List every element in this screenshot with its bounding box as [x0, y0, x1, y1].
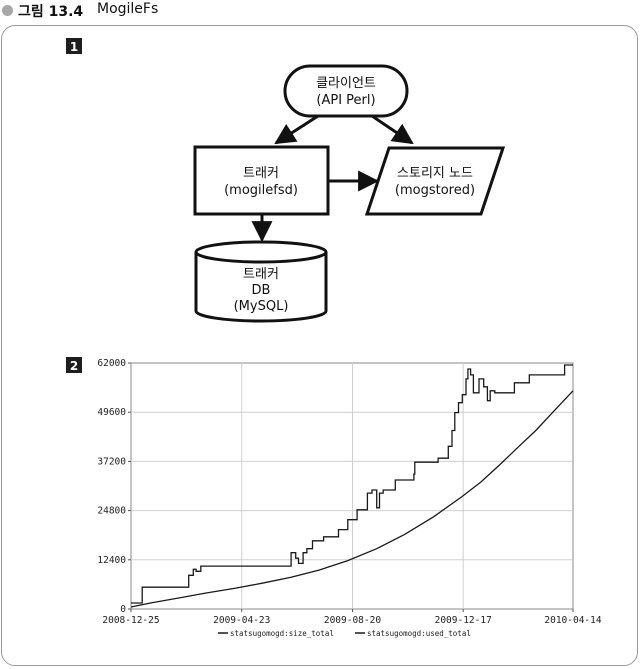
node-tracker: 트래커 (mogilefsd)	[193, 145, 330, 216]
node-client-line-2: (API Perl)	[316, 93, 375, 108]
x-tick-label: 2009-04-23	[213, 615, 270, 626]
series-line-1	[131, 364, 573, 604]
node-db-line-2: DB	[252, 283, 271, 298]
x-tick-label: 2008-12-25	[102, 615, 159, 626]
node-tracker-shape	[193, 145, 330, 216]
x-tick-label: 2009-12-17	[435, 615, 492, 626]
legend-label-1: statsugomogd:size_total	[230, 629, 334, 638]
node-storage-line-2: (mogstored)	[395, 183, 475, 198]
panel-2-badge	[66, 357, 82, 373]
figure-frame	[1, 25, 638, 666]
y-axis-ticks: 0 12400 24800 37200 49600 62000	[97, 358, 131, 615]
node-db-top	[194, 240, 328, 264]
node-client-line-1: 클라이언트	[316, 76, 376, 91]
chart-grid	[131, 363, 573, 609]
node-db-line-3: (MySQL)	[234, 299, 289, 314]
panel-2-badge-label: 2	[70, 359, 78, 373]
node-client-shape	[283, 64, 409, 118]
edge-client-tracker	[274, 114, 319, 145]
x-axis-ticks: 2008-12-25 2009-04-23 2009-08-20 2009-12-17…	[102, 609, 602, 626]
y-tick-label: 0	[120, 604, 126, 615]
edge-client-storage	[371, 114, 414, 145]
legend-label-2: statsugomogd:used_total	[367, 629, 471, 638]
node-storage-line-1: 스토리지 노드	[397, 166, 473, 181]
y-tick-label: 24800	[97, 506, 126, 517]
node-db-body	[194, 252, 328, 323]
y-tick-label: 62000	[97, 358, 126, 369]
chart-legend: statsugomogd:size_total statsugomogd:used…	[218, 629, 471, 638]
node-db-line-1: 트래커	[243, 267, 279, 282]
x-tick-label: 2009-08-20	[324, 615, 381, 626]
bullet-icon	[2, 5, 13, 16]
chart-series	[130, 364, 574, 608]
node-tracker-line-2: (mogilefsd)	[224, 183, 298, 198]
y-tick-label: 49600	[97, 407, 126, 418]
y-tick-label: 12400	[97, 555, 126, 566]
node-client: 클라이언트 (API Perl)	[283, 64, 409, 118]
figure-label: 그림 13.4	[18, 4, 84, 20]
series-line-2	[130, 390, 574, 608]
node-db: 트래커 DB (MySQL)	[194, 240, 328, 323]
node-tracker-line-1: 트래커	[243, 166, 279, 181]
x-tick-label: 2010-04-14	[544, 615, 601, 626]
node-storage-shape	[364, 146, 506, 216]
figure-title: MogileFs	[97, 1, 159, 17]
panel-1-badge-label: 1	[70, 40, 78, 54]
node-storage: 스토리지 노드 (mogstored)	[364, 146, 506, 216]
figure-header: 그림 13.4 MogileFs	[0, 0, 641, 22]
panel-1-badge	[66, 38, 82, 54]
panel-1: 1 클라이언트 (API Perl) 트래커 (mogilefsd) 스토리지 …	[66, 38, 506, 323]
y-tick-label: 37200	[97, 456, 126, 467]
